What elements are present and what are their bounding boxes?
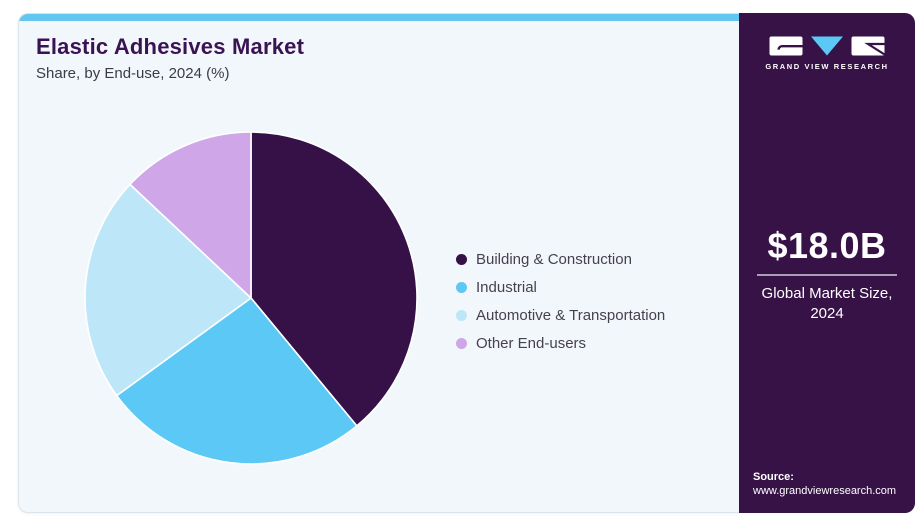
legend-item-automotive-and-transportation: Automotive & Transportation bbox=[456, 307, 666, 324]
pie-slice-industrial bbox=[115, 297, 358, 465]
page-title: Elastic Adhesives Market bbox=[36, 34, 305, 59]
page-subtitle: Share, by End-use, 2024 (%) bbox=[36, 65, 230, 82]
card-header: Elastic Adhesives Market Share, by End-u… bbox=[36, 34, 304, 82]
source-block: Source: www.grandviewresearch.com bbox=[753, 471, 896, 497]
legend-label: Other End-users bbox=[476, 335, 587, 352]
gvr-logo: GRAND VIEW RESEARCH bbox=[739, 36, 915, 71]
market-size-value: $18.0B bbox=[767, 225, 887, 266]
brand-sidebar: GRAND VIEW RESEARCH $18.0B Global Market… bbox=[739, 13, 915, 513]
legend-item-other-end-users: Other End-users bbox=[456, 335, 665, 352]
source-url[interactable]: www.grandviewresearch.com bbox=[753, 485, 897, 497]
legend-swatch-building-and-construction bbox=[456, 254, 467, 265]
source-label: Source: bbox=[753, 471, 794, 483]
legend-swatch-automotive-and-transportation bbox=[456, 310, 467, 321]
chart-panel: Elastic Adhesives Market Share, by End-u… bbox=[18, 13, 915, 513]
pie-slice-other-end-users bbox=[129, 131, 252, 299]
legend-label: Building & Construction bbox=[476, 251, 632, 268]
legend-label: Industrial bbox=[476, 279, 537, 296]
pie-slice-building-and-construction bbox=[250, 131, 418, 427]
legend-swatch-industrial bbox=[456, 282, 467, 293]
market-size-block: $18.0B Global Market Size, 2024 bbox=[739, 225, 915, 325]
gvr-brand-name: GRAND VIEW RESEARCH bbox=[765, 62, 889, 71]
chart-card: Elastic Adhesives Market Share, by End-u… bbox=[18, 13, 739, 513]
gvr-logo-icon bbox=[769, 36, 885, 56]
legend-item-industrial: Industrial bbox=[456, 279, 665, 296]
legend-item-building-and-construction: Building & Construction bbox=[456, 251, 665, 268]
logo-r-glyph bbox=[851, 36, 885, 56]
legend-label: Automotive & Transportation bbox=[476, 307, 666, 324]
card-top-accent-bar bbox=[19, 14, 739, 21]
logo-v-glyph bbox=[811, 36, 843, 56]
pie-chart bbox=[84, 131, 418, 465]
legend: Building & Construction Industrial Automot… bbox=[456, 251, 666, 352]
market-size-divider bbox=[757, 274, 897, 276]
pie-slice-automotive-and-transportation bbox=[84, 183, 252, 397]
logo-g-glyph bbox=[769, 36, 803, 56]
legend-swatch-other-end-users bbox=[456, 338, 467, 349]
market-size-label: Global Market Size, 2024 bbox=[761, 285, 893, 323]
